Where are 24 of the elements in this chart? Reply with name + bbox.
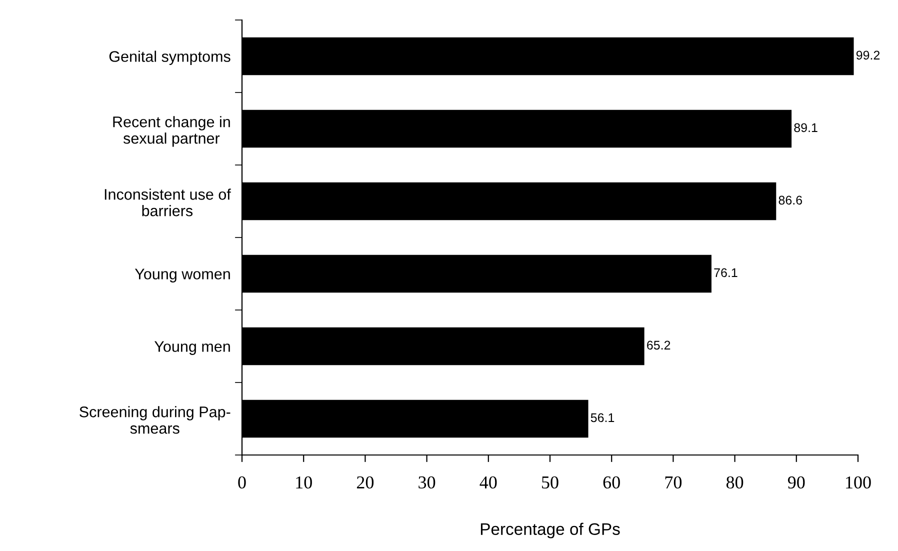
x-tick-label: 40: [480, 476, 497, 489]
x-axis-title: Percentage of GPs: [480, 522, 620, 538]
x-tick-label: 80: [726, 476, 744, 489]
x-tick-label: 70: [665, 476, 682, 489]
x-tick-label: 30: [418, 476, 436, 489]
x-tick-label: 0: [238, 476, 246, 489]
y-tick-label: Recent change in sexual partner: [113, 116, 230, 147]
y-tick-label: Genital symptoms: [109, 50, 230, 65]
data-label: 56.1: [590, 413, 614, 422]
x-tick-label: 50: [542, 476, 558, 489]
data-label: 86.6: [778, 196, 802, 205]
data-label: 76.1: [714, 268, 738, 278]
y-tick-label: Young women: [134, 268, 230, 282]
x-tick-label: 20: [356, 476, 374, 489]
x-tick-label: 90: [788, 476, 805, 489]
x-tick-label: 100: [846, 476, 871, 489]
y-tick-label: Screening during Pap- smears: [80, 406, 230, 434]
x-tick-label: 10: [296, 476, 312, 489]
data-label: 89.1: [794, 123, 818, 132]
y-tick-label: Young men: [154, 341, 230, 355]
x-tick-label: 60: [603, 476, 620, 489]
y-tick-label: Inconsistent use of barriers: [104, 188, 231, 216]
data-label: 65.2: [647, 340, 670, 350]
data-label: 99.2: [856, 50, 880, 60]
